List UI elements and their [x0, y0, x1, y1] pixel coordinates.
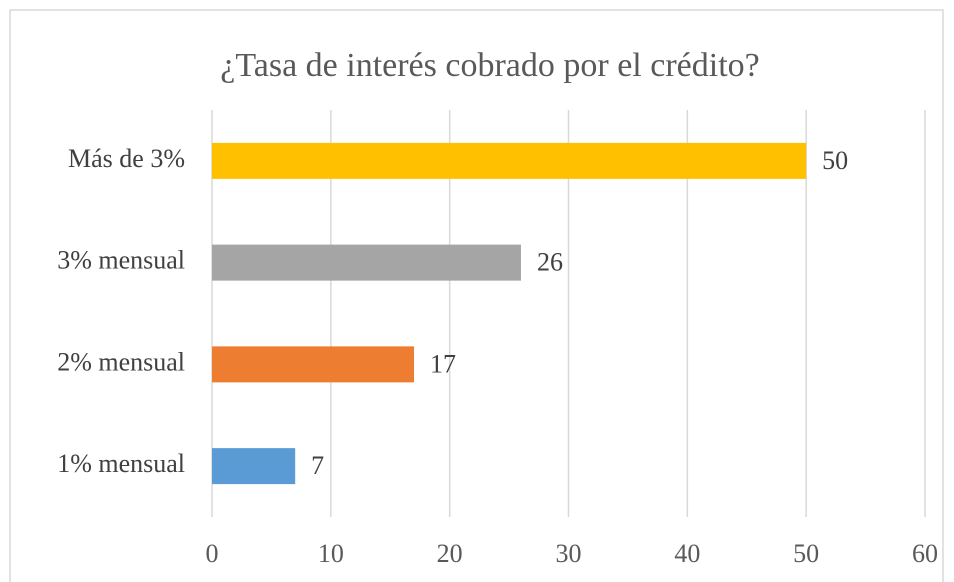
bar — [212, 142, 807, 179]
bar — [212, 244, 521, 281]
x-tick-label: 20 — [437, 539, 463, 568]
y-tick-label: 3% mensual — [57, 246, 185, 275]
x-tick-label: 40 — [674, 539, 700, 568]
bar — [212, 448, 296, 485]
data-label: 7 — [311, 451, 324, 480]
y-tick-label: 2% mensual — [57, 347, 185, 376]
x-tick-label: 0 — [206, 539, 219, 568]
bar — [212, 346, 415, 383]
y-tick-label: 1% mensual — [57, 449, 185, 478]
chart-title: ¿Tasa de interés cobrado por el crédito? — [220, 47, 759, 84]
x-tick-label: 50 — [793, 539, 819, 568]
data-label: 50 — [822, 146, 848, 175]
x-tick-label: 10 — [318, 539, 344, 568]
x-tick-label: 30 — [556, 539, 582, 568]
y-tick-label: Más de 3% — [68, 144, 185, 173]
data-label: 26 — [537, 248, 563, 277]
data-label: 17 — [430, 349, 456, 378]
x-tick-label: 60 — [912, 539, 938, 568]
chart-border — [9, 9, 944, 582]
